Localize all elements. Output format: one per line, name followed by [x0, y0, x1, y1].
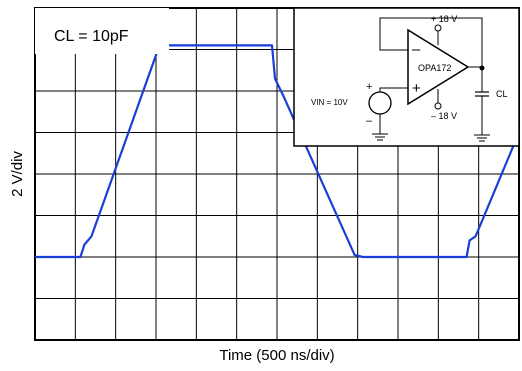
load-ground-icon: [474, 134, 490, 142]
annotation-text: CL = 10pF: [54, 28, 129, 45]
supply-positive-label: + 18 V: [431, 14, 457, 24]
circuit-inset: – + OPA172 + 18 V – 18 V CL: [293, 7, 520, 147]
opamp-symbol: [407, 28, 470, 106]
feedback-wire: [379, 17, 483, 68]
annotation-background: [35, 8, 169, 54]
source-ground-icon: [372, 133, 388, 141]
inset-border: [293, 7, 520, 147]
opamp-plus-sign: +: [412, 80, 421, 97]
input-voltage-label: VIN = 10V: [311, 98, 348, 107]
opamp-minus-sign: –: [412, 41, 421, 58]
voltage-source-icon: [368, 91, 392, 115]
y-axis-label: 2 V/div: [9, 151, 26, 197]
load-capacitor-label: CL: [496, 89, 508, 99]
supply-positive-terminal: [434, 24, 442, 32]
annotation-box: CL = 10pF: [35, 8, 169, 54]
supply-negative-terminal: [434, 102, 442, 110]
trace-layer: [35, 44, 521, 259]
source-minus-sign: –: [366, 115, 373, 127]
x-axis-label: Time (500 ns/div): [219, 347, 334, 364]
supply-negative-label: – 18 V: [431, 111, 457, 121]
plot-border: [34, 7, 520, 341]
source-plus-sign: +: [366, 81, 372, 93]
series-line-output: [35, 44, 521, 259]
opamp-label: OPA172: [418, 63, 451, 73]
